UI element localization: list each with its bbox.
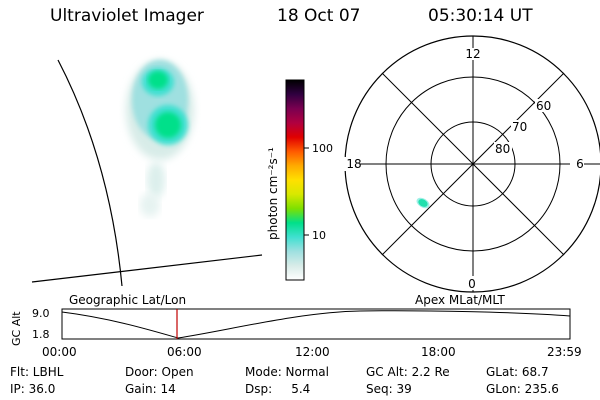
info-door: Door: Open bbox=[125, 365, 194, 379]
timeline-tick-1800: 18:00 bbox=[421, 345, 456, 359]
info-panel: Flt: LBHL Door: Open Mode: Normal GC Alt… bbox=[10, 365, 559, 396]
info-mode: Mode: Normal bbox=[245, 365, 329, 379]
apex-polar-plot: 12 18 6 0 80 70 60 bbox=[340, 35, 600, 293]
altitude-timeline: GC Alt 9.0 1.8 00:00 06:00 12:00 18:00 2… bbox=[10, 307, 582, 359]
timeline-ymin: 1.8 bbox=[32, 328, 50, 341]
geographic-label: Geographic Lat/Lon bbox=[69, 293, 186, 307]
colorbar-fill bbox=[285, 79, 305, 281]
aurora-emission bbox=[126, 60, 194, 217]
mlt-label-18: 18 bbox=[346, 157, 361, 171]
info-gain: Gain: 14 bbox=[125, 382, 176, 396]
timeline-tick-0000: 00:00 bbox=[42, 345, 77, 359]
timeline-tick-0600: 06:00 bbox=[167, 345, 202, 359]
timeline-tick-1200: 12:00 bbox=[295, 345, 330, 359]
time-label: 05:30:14 UT bbox=[428, 6, 533, 26]
mlt-label-12: 12 bbox=[465, 47, 480, 61]
info-dsp: Dsp: 5.4 bbox=[245, 382, 310, 396]
apex-label: Apex MLat/MLT bbox=[415, 293, 505, 307]
date-label: 18 Oct 07 bbox=[277, 6, 361, 26]
altitude-curve bbox=[61, 310, 571, 339]
mlt-label-0: 0 bbox=[468, 277, 476, 291]
info-glon: GLon: 235.6 bbox=[486, 382, 559, 396]
info-filter: Flt: LBHL bbox=[10, 365, 64, 379]
timeline-ylabel: GC Alt bbox=[10, 311, 23, 346]
colorbar-tick-100: 100 bbox=[312, 142, 333, 155]
colorbar-tick-10: 10 bbox=[312, 229, 326, 242]
mlt-label-6: 6 bbox=[576, 157, 584, 171]
colorbar-label: photon cm⁻²s⁻¹ bbox=[266, 147, 280, 240]
info-seq: Seq: 39 bbox=[366, 382, 412, 396]
lat-label-60: 60 bbox=[536, 99, 551, 113]
timeline-tick-2359: 23:59 bbox=[547, 345, 582, 359]
lat-label-80: 80 bbox=[495, 142, 510, 156]
instrument-title: Ultraviolet Imager bbox=[50, 6, 204, 26]
timeline-ymax: 9.0 bbox=[32, 307, 50, 320]
geographic-image-panel bbox=[31, 59, 263, 287]
timeline-frame bbox=[61, 308, 571, 340]
info-glat: GLat: 68.7 bbox=[486, 365, 549, 379]
limb-arc bbox=[57, 59, 123, 287]
colorbar: 100 10 photon cm⁻²s⁻¹ bbox=[266, 79, 333, 281]
lat-lon-line bbox=[31, 254, 263, 283]
lat-label-70: 70 bbox=[512, 120, 527, 134]
info-gc-alt: GC Alt: 2.2 Re bbox=[366, 365, 450, 379]
info-ip: IP: 36.0 bbox=[10, 382, 55, 396]
